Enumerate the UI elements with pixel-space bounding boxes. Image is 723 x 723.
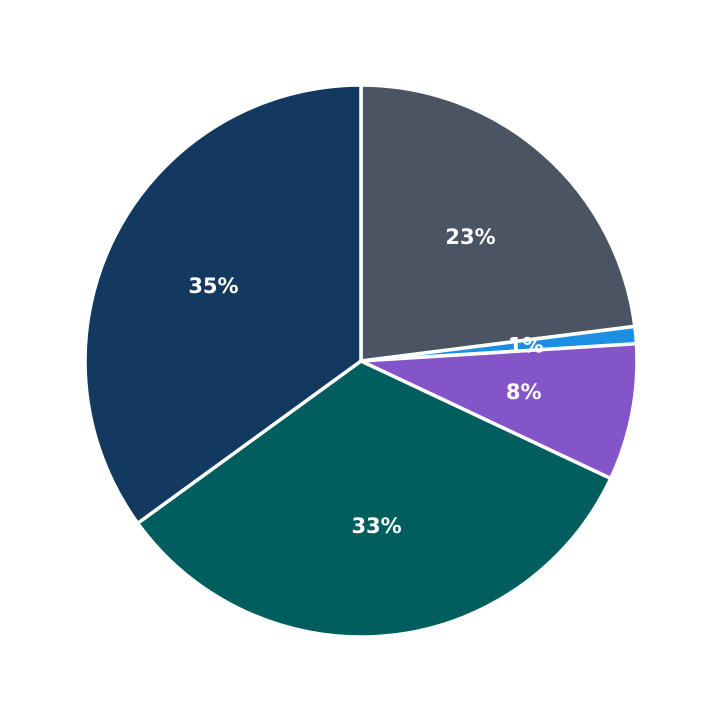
slice-label-1: 1% [508,333,544,357]
pie-slice-2 [359,341,639,481]
slice-label-4: 35% [188,274,238,298]
pie-slice-3 [135,359,613,639]
pie-slice-4 [83,83,363,525]
slice-label-3: 33% [351,514,401,538]
labels-group: 23% 1% 8% 33% 35% [188,225,543,538]
pie-slice-0 [359,83,637,363]
slice-label-0: 23% [445,225,495,249]
slice-label-2: 8% [506,380,542,404]
slices-group [83,83,639,639]
